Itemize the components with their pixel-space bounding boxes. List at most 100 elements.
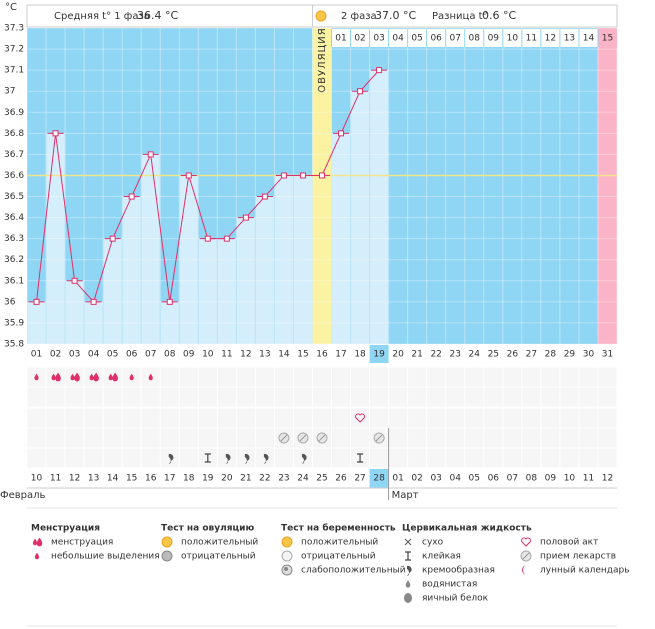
temperature-bar — [198, 238, 217, 344]
icon-drops — [51, 372, 61, 382]
phase2-value: 37.0 °C — [375, 9, 416, 22]
temperature-point — [109, 235, 116, 242]
symbol-cell — [351, 387, 370, 407]
day-label: 24 — [469, 350, 481, 360]
phase1-label: Средняя t° 1 фаза — [54, 11, 150, 22]
day-label: 05 — [107, 350, 118, 360]
symbol-cell — [427, 448, 446, 468]
cm — [244, 453, 250, 464]
symbol-cell — [160, 408, 179, 428]
symbol-cell — [370, 448, 389, 468]
symbol-cell — [408, 387, 427, 407]
drop — [129, 373, 134, 381]
drop — [34, 552, 40, 560]
day-label: 08 — [164, 350, 176, 360]
day-label: 23 — [449, 350, 460, 360]
day-label: 20 — [392, 350, 404, 360]
date-label: 18 — [183, 474, 195, 484]
p — [318, 434, 326, 442]
temperature-bar — [179, 175, 198, 344]
temperature-bar — [332, 133, 351, 344]
temperature-point — [280, 172, 287, 179]
c — [281, 536, 293, 548]
drop — [34, 373, 39, 381]
symbol-cell — [236, 387, 255, 407]
symbol-cell — [122, 408, 141, 428]
drop — [108, 373, 113, 381]
symbol-cell — [217, 367, 236, 387]
cm — [225, 453, 231, 464]
date-label: 04 — [449, 474, 461, 484]
legend-label: кремообразная — [422, 566, 495, 576]
date-label: 21 — [240, 474, 251, 484]
day-label: 06 — [126, 350, 138, 360]
symbol-cell — [198, 428, 217, 448]
phase2-day: 03 — [373, 34, 384, 44]
symbol-cell — [465, 367, 484, 387]
symbol-cell — [598, 448, 617, 468]
symbol-cell — [465, 408, 484, 428]
temperature-bar — [274, 175, 293, 344]
symbol-cell — [522, 367, 541, 387]
symbol-cell — [579, 367, 598, 387]
t — [204, 453, 211, 463]
symbol-cell — [484, 428, 503, 448]
drop — [51, 373, 56, 381]
legend-label: менструация — [51, 538, 113, 548]
phase1-value: 36.4 °C — [137, 9, 178, 22]
symbol-cell — [46, 428, 65, 448]
symbol-cell — [27, 448, 46, 468]
diff-value: 0.6 °C — [482, 9, 516, 22]
temperature-bar — [370, 70, 389, 344]
day-label: 18 — [354, 350, 366, 360]
phase2-day: 06 — [430, 34, 442, 44]
legend-label: небольшие выделения — [51, 552, 160, 562]
symbol-cell — [84, 448, 103, 468]
h — [521, 537, 531, 547]
date-label: 17 — [164, 474, 175, 484]
icon-drop — [129, 373, 134, 381]
symbol-cell — [160, 448, 179, 468]
day-label: 10 — [202, 350, 214, 360]
p — [375, 434, 383, 442]
y-tick-label: 37.3 — [4, 24, 24, 34]
day-label: 12 — [240, 350, 251, 360]
phase2-day: 02 — [354, 34, 365, 44]
date-label: 28 — [373, 474, 385, 484]
symbol-cell — [503, 367, 522, 387]
icon-drops — [32, 537, 43, 547]
symbol-cell — [122, 387, 141, 407]
day-label: 16 — [316, 350, 328, 360]
symbol-cell — [65, 408, 84, 428]
date-label: 25 — [316, 474, 327, 484]
symbol-cell — [389, 448, 408, 468]
symbol-cell — [446, 448, 465, 468]
t — [357, 453, 364, 463]
symbol-cell — [503, 428, 522, 448]
symbol-cell — [408, 448, 427, 468]
drop — [89, 373, 94, 381]
symbol-cell — [465, 428, 484, 448]
symbol-cell — [236, 428, 255, 448]
phase2-day: 12 — [545, 34, 556, 44]
symbol-cell — [179, 387, 198, 407]
temperature-point — [71, 277, 78, 284]
y-tick-label: 36.8 — [4, 129, 24, 139]
icon-cross — [404, 538, 412, 546]
symbol-cell — [351, 428, 370, 448]
icon-egg — [404, 593, 412, 603]
temperature-point — [299, 172, 306, 179]
day-label: 13 — [259, 350, 270, 360]
temperature-bar — [122, 196, 141, 344]
symbol-cell — [84, 408, 103, 428]
temperature-bar — [103, 238, 122, 344]
symbol-cell — [312, 448, 332, 468]
symbol-cell — [579, 408, 598, 428]
symbol-cell — [293, 408, 312, 428]
legend-title: Тест на беременность — [281, 523, 396, 534]
symbol-cell — [84, 387, 103, 407]
symbol-cell — [389, 428, 408, 448]
symbol-cell — [122, 448, 141, 468]
y-tick-label: 37 — [4, 87, 15, 97]
day-label: 03 — [69, 350, 80, 360]
